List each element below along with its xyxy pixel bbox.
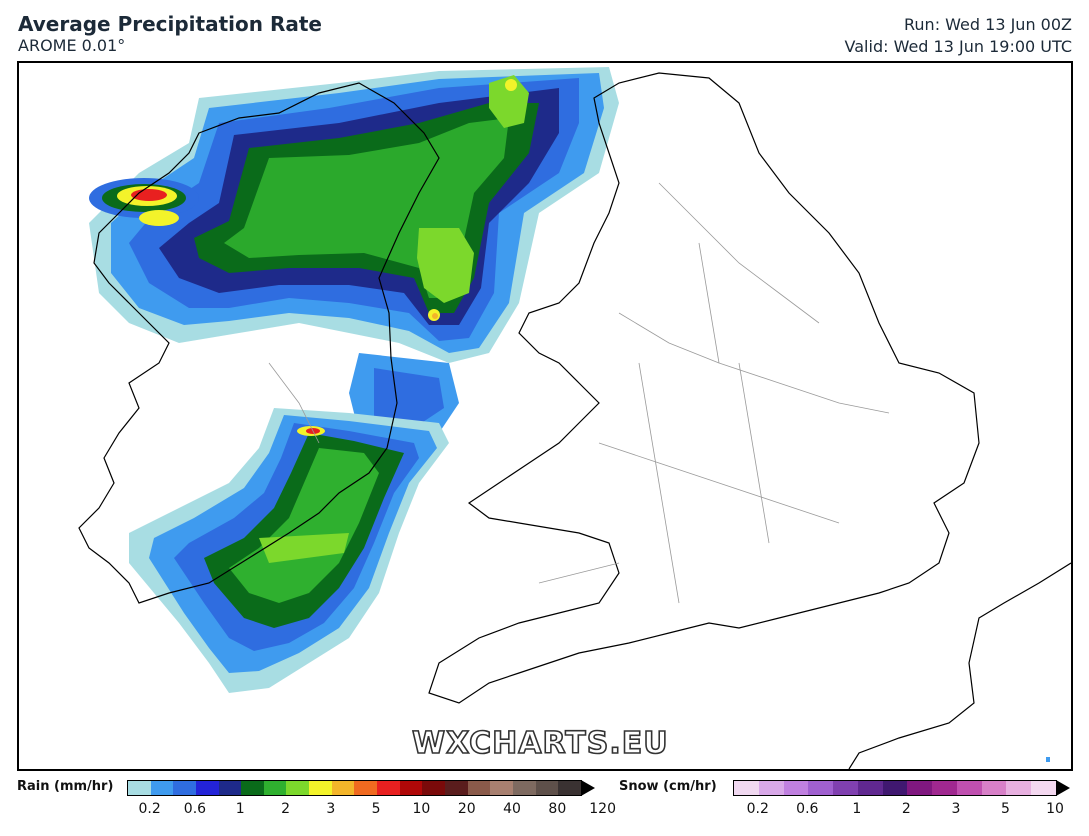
rain-tick-label: 2 bbox=[281, 801, 291, 817]
rain-swatch bbox=[309, 781, 332, 795]
snow-swatch bbox=[857, 781, 883, 795]
precip-speck bbox=[1046, 757, 1050, 762]
rain-swatch bbox=[467, 781, 491, 795]
rain-swatch bbox=[286, 781, 310, 795]
snow-swatch bbox=[758, 781, 784, 795]
rain-swatch bbox=[331, 781, 355, 795]
rain-swatch bbox=[444, 781, 468, 795]
rain-swatch bbox=[535, 781, 559, 795]
rain-swatch bbox=[512, 781, 536, 795]
precip-south-band bbox=[129, 408, 449, 693]
coastline-france bbox=[848, 562, 1071, 769]
rain-swatch bbox=[354, 781, 378, 795]
snow-swatch bbox=[783, 781, 809, 795]
snow-tick-label: 1 bbox=[852, 801, 862, 817]
snow-swatch bbox=[882, 781, 908, 795]
snow-swatch bbox=[981, 781, 1007, 795]
county-borders bbox=[268, 182, 890, 604]
rain-tick-label: 40 bbox=[503, 801, 521, 817]
snow-swatch bbox=[932, 781, 957, 795]
snow-swatch bbox=[833, 781, 858, 795]
coastline-ireland bbox=[78, 82, 440, 604]
rain-swatch bbox=[399, 781, 423, 795]
snow-legend-label: Snow (cm/hr) bbox=[619, 779, 717, 794]
rain-swatch bbox=[263, 781, 287, 795]
snow-tick-label: 2 bbox=[901, 801, 911, 817]
rain-swatch bbox=[173, 781, 196, 795]
precip-northwest-cell bbox=[89, 178, 199, 226]
precipitation-map bbox=[17, 61, 1073, 771]
rain-swatch bbox=[128, 781, 151, 795]
rain-swatch bbox=[490, 781, 513, 795]
rain-swatch bbox=[558, 781, 581, 795]
rain-tick-label: 0.6 bbox=[183, 801, 207, 817]
snow-tick-label: 0.2 bbox=[746, 801, 769, 817]
rain-bar-arrow bbox=[581, 780, 595, 796]
run-time: Run: Wed 13 Jun 00Z bbox=[904, 15, 1072, 34]
rain-swatch bbox=[422, 781, 445, 795]
rain-tick-label: 0.2 bbox=[138, 801, 161, 817]
rain-tick-label: 20 bbox=[457, 801, 476, 817]
rain-swatch bbox=[218, 781, 242, 795]
snow-swatch bbox=[1031, 781, 1056, 795]
watermark-logo: WXCHARTS.EU bbox=[411, 725, 669, 762]
rain-tick-label: 10 bbox=[412, 801, 431, 817]
rain-swatch bbox=[241, 781, 264, 795]
rain-tick-label: 120 bbox=[589, 801, 617, 817]
snow-tick-label: 3 bbox=[951, 801, 961, 817]
coastline-britain bbox=[428, 72, 980, 704]
snow-swatch bbox=[956, 781, 982, 795]
snow-swatch bbox=[808, 781, 834, 795]
map-canvas bbox=[78, 67, 1071, 769]
rain-tick-label: 1 bbox=[235, 801, 245, 817]
snow-color-bar bbox=[733, 780, 1057, 796]
rain-swatch bbox=[150, 781, 174, 795]
rain-tick-label: 5 bbox=[371, 801, 381, 817]
chart-title: Average Precipitation Rate bbox=[18, 12, 322, 36]
header-left: Average Precipitation Rate AROME 0.01° bbox=[18, 12, 322, 56]
rain-legend-label: Rain (mm/hr) bbox=[17, 779, 114, 794]
rain-tick-label: 80 bbox=[548, 801, 567, 817]
snow-bar-arrow bbox=[1056, 780, 1070, 796]
snow-tick-label: 0.6 bbox=[796, 801, 819, 817]
rain-swatch bbox=[377, 781, 400, 795]
valid-time: Valid: Wed 13 Jun 19:00 UTC bbox=[844, 37, 1072, 56]
rain-swatch bbox=[195, 781, 219, 795]
rain-tick-label: 3 bbox=[326, 801, 336, 817]
rain-color-bar bbox=[127, 780, 582, 796]
snow-tick-label: 10 bbox=[1046, 801, 1064, 817]
snow-swatch bbox=[734, 781, 759, 795]
model-label: AROME 0.01° bbox=[18, 36, 126, 55]
header-right: Run: Wed 13 Jun 00Z Valid: Wed 13 Jun 19… bbox=[845, 14, 1072, 58]
snow-swatch bbox=[1006, 781, 1032, 795]
snow-swatch bbox=[907, 781, 933, 795]
precip-north-band bbox=[89, 67, 619, 363]
snow-tick-label: 5 bbox=[1000, 801, 1010, 817]
